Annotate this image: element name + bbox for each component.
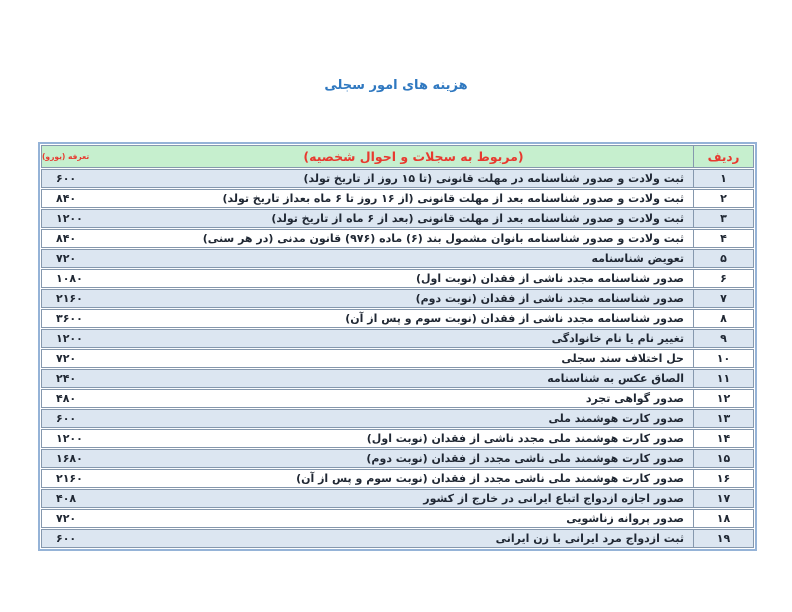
table-header-row: ردیف (مربوط به سجلات و احوال شخصیه) تعرف… [41, 145, 754, 168]
description-cell: ثبت ولادت و صدور شناسنامه بعد از مهلت قا… [222, 192, 684, 205]
description-cell: صدور شناسنامه مجدد ناشی از فقدان (نوبت د… [415, 292, 684, 305]
fee-cell: ۴۸۰ [56, 392, 77, 405]
fee-table: ردیف (مربوط به سجلات و احوال شخصیه) تعرف… [38, 142, 757, 551]
table-row: ۸ صدور شناسنامه مجدد ناشی از فقدان (نوبت … [41, 309, 754, 328]
row-number-cell: ۱۹ [693, 530, 753, 547]
fee-cell: ۱۲۰۰ [56, 332, 83, 345]
fee-cell: ۱۰۸۰ [56, 272, 83, 285]
table-row: ۱۶ صدور کارت هوشمند ملی ناشی مجدد از فقدا… [41, 469, 754, 488]
row-number-cell: ۱۱ [693, 370, 753, 387]
fee-cell: ۲۴۰ [56, 372, 77, 385]
table-row: ۹ تغییر نام یا نام خانوادگی ۱۲۰۰ [41, 329, 754, 348]
fee-cell: ۸۴۰ [56, 192, 77, 205]
table-row: ۱۸ صدور پروانه زناشویی ۷۲۰ [41, 509, 754, 528]
row-number-cell: ۱۸ [693, 510, 753, 527]
description-cell: صدور اجازه ازدواج اتباع ایرانی در خارج ا… [423, 492, 684, 505]
description-cell: تعویض شناسنامه [591, 252, 684, 265]
description-cell: صدور پروانه زناشویی [566, 512, 684, 525]
table-row: ۴ ثبت ولادت و صدور شناسنامه بانوان مشمول … [41, 229, 754, 248]
fee-cell: ۷۲۰ [56, 352, 77, 365]
table-row: ۱۰ حل اختلاف سند سجلی ۷۲۰ [41, 349, 754, 368]
description-cell: صدور شناسنامه مجدد ناشی از فقدان (نوبت س… [345, 312, 684, 325]
row-number-cell: ۱۴ [693, 430, 753, 447]
row-number-cell: ۱۳ [693, 410, 753, 427]
fee-cell: ۴۰۸ [56, 492, 77, 505]
description-cell: صدور شناسنامه مجدد ناشی از فقدان (نوبت ا… [415, 272, 684, 285]
table-row: ۱ ثبت ولادت و صدور شناسنامه در مهلت قانون… [41, 169, 754, 188]
row-number-cell: ۷ [693, 290, 753, 307]
table-row: ۱۱ الصاق عکس به شناسنامه ۲۴۰ [41, 369, 754, 388]
table-row: ۱۵ صدور کارت هوشمند ملی ناشی مجدد از فقدا… [41, 449, 754, 468]
fee-cell: ۱۶۸۰ [56, 452, 83, 465]
row-number-cell: ۱ [693, 170, 753, 187]
description-cell: ثبت ولادت و صدور شناسنامه بعد از مهلت قا… [271, 212, 684, 225]
row-number-cell: ۶ [693, 270, 753, 287]
description-cell: الصاق عکس به شناسنامه [547, 372, 684, 385]
fee-cell: ۶۰۰ [56, 172, 77, 185]
header-description: (مربوط به سجلات و احوال شخصیه) [303, 149, 524, 164]
table-row: ۱۴ صدور کارت هوشمند ملی مجدد ناشی از فقدا… [41, 429, 754, 448]
fee-cell: ۲۱۶۰ [56, 292, 83, 305]
table-row: ۱۳ صدور کارت هوشمند ملی ۶۰۰ [41, 409, 754, 428]
row-number-cell: ۵ [693, 250, 753, 267]
fee-cell: ۷۲۰ [56, 252, 77, 265]
description-cell: صدور کارت هوشمند ملی ناشی مجدد از فقدان … [296, 472, 684, 485]
table-row: ۵ تعویض شناسنامه ۷۲۰ [41, 249, 754, 268]
row-number-cell: ۲ [693, 190, 753, 207]
table-row: ۱۹ ثبت ازدواج مرد ایرانی با زن ایرانی ۶۰۰ [41, 529, 754, 548]
description-cell: تغییر نام یا نام خانوادگی [551, 332, 684, 345]
description-cell: حل اختلاف سند سجلی [561, 352, 684, 365]
row-number-cell: ۴ [693, 230, 753, 247]
header-fee: تعرفه (یورو) [42, 152, 90, 161]
fee-cell: ۸۴۰ [56, 232, 77, 245]
row-number-cell: ۸ [693, 310, 753, 327]
fee-cell: ۲۱۶۰ [56, 472, 83, 485]
row-number-cell: ۱۷ [693, 490, 753, 507]
fee-cell: ۳۶۰۰ [56, 312, 83, 325]
table-row: ۱۷ صدور اجازه ازدواج اتباع ایرانی در خارج… [41, 489, 754, 508]
row-number-cell: ۱۰ [693, 350, 753, 367]
description-cell: ثبت ولادت و صدور شناسنامه در مهلت قانونی… [303, 172, 684, 185]
description-cell: ثبت ولادت و صدور شناسنامه بانوان مشمول ب… [202, 232, 684, 245]
fee-cell: ۱۲۰۰ [56, 212, 83, 225]
row-number-cell: ۳ [693, 210, 753, 227]
header-row-number: ردیف [693, 146, 753, 167]
fee-cell: ۷۲۰ [56, 512, 77, 525]
fee-cell: ۶۰۰ [56, 532, 77, 545]
row-number-cell: ۱۲ [693, 390, 753, 407]
description-cell: صدور کارت هوشمند ملی مجدد ناشی از فقدان … [366, 432, 684, 445]
description-cell: صدور کارت هوشمند ملی ناشی مجدد از فقدان … [366, 452, 684, 465]
description-cell: صدور گواهی تجرد [585, 392, 684, 405]
page-title: هزینه های امور سجلی [324, 78, 468, 93]
fee-cell: ۶۰۰ [56, 412, 77, 425]
fee-table-body: ۱ ثبت ولادت و صدور شناسنامه در مهلت قانون… [41, 169, 754, 548]
row-number-cell: ۱۵ [693, 450, 753, 467]
description-cell: صدور کارت هوشمند ملی [548, 412, 684, 425]
table-row: ۲ ثبت ولادت و صدور شناسنامه بعد از مهلت ق… [41, 189, 754, 208]
fee-cell: ۱۲۰۰ [56, 432, 83, 445]
description-cell: ثبت ازدواج مرد ایرانی با زن ایرانی [495, 532, 684, 545]
table-row: ۳ ثبت ولادت و صدور شناسنامه بعد از مهلت ق… [41, 209, 754, 228]
row-number-cell: ۱۶ [693, 470, 753, 487]
table-row: ۶ صدور شناسنامه مجدد ناشی از فقدان (نوبت … [41, 269, 754, 288]
table-row: ۷ صدور شناسنامه مجدد ناشی از فقدان (نوبت … [41, 289, 754, 308]
row-number-cell: ۹ [693, 330, 753, 347]
table-row: ۱۲ صدور گواهی تجرد ۴۸۰ [41, 389, 754, 408]
